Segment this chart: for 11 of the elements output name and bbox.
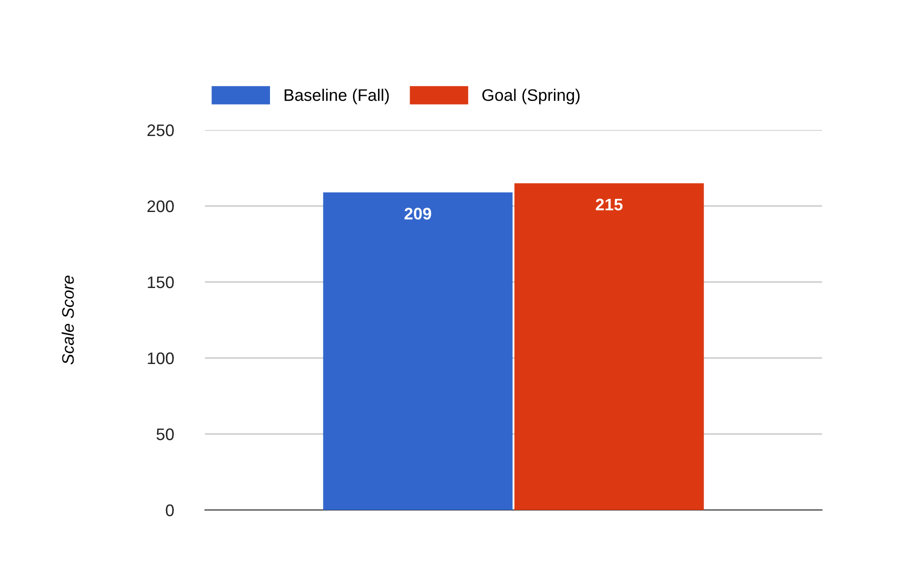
y-tick-label: 50 bbox=[156, 428, 174, 440]
y-axis-title: Scale Score bbox=[62, 276, 74, 364]
data-label: 215 bbox=[596, 198, 623, 210]
y-tick-label: 100 bbox=[148, 352, 174, 364]
y-tick-label: 0 bbox=[166, 504, 174, 516]
legend-label: Baseline (Fall) bbox=[284, 88, 389, 104]
y-tick-label: 250 bbox=[147, 124, 174, 136]
y-tick-label: 150 bbox=[148, 276, 174, 288]
y-tick-label: 200 bbox=[147, 200, 174, 212]
data-label: 209 bbox=[404, 208, 432, 220]
legend-label: Goal (Spring) bbox=[482, 88, 580, 104]
